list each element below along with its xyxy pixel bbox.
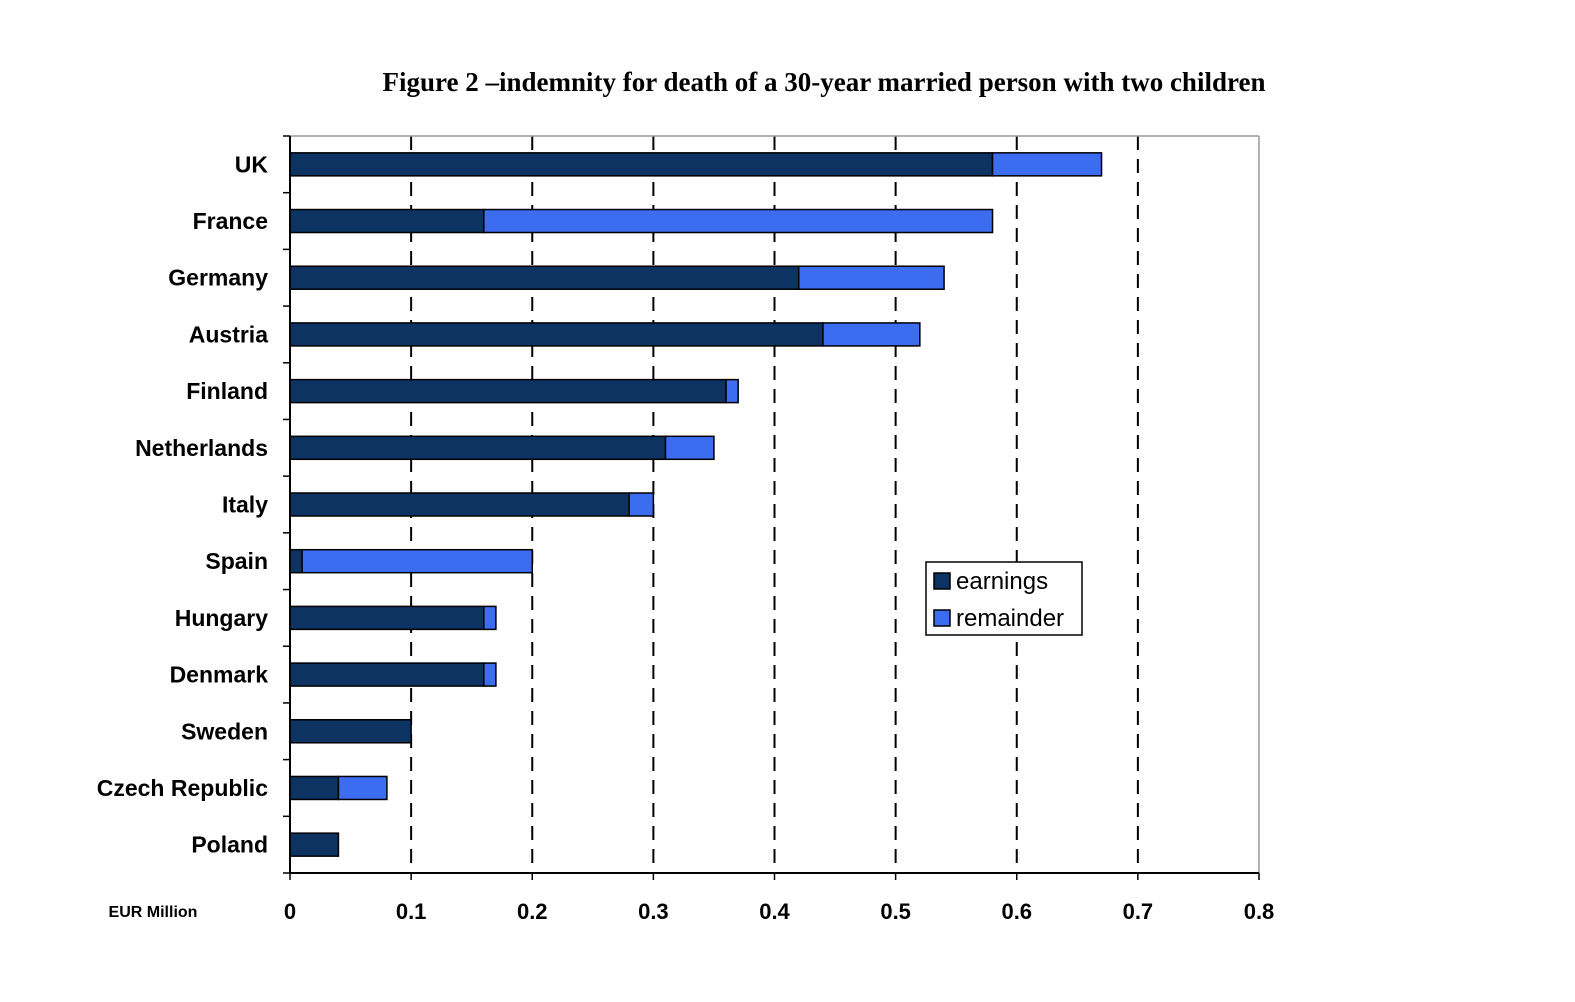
category-labels: UK France Germany Austria Finland Netherlands… (97, 151, 269, 857)
legend-label: earnings (956, 568, 1048, 595)
category-label: Germany (168, 265, 268, 291)
category-label: Sweden (181, 718, 268, 744)
category-label: Austria (189, 321, 268, 347)
category-label: Poland (191, 832, 268, 858)
bar-remainder (483, 662, 497, 687)
category-label: France (193, 208, 268, 234)
x-tick-labels: 0 0.1 0.2 0.3 0.4 0.5 0.6 0.7 0.8 (284, 899, 1274, 924)
category-label: Hungary (175, 605, 269, 631)
bar-remainder (483, 208, 994, 234)
legend-swatch (933, 572, 951, 590)
x-tick-label: 0.1 (396, 899, 427, 924)
bar-earnings (289, 775, 340, 801)
bar-remainder (337, 775, 388, 801)
bar-earnings (289, 719, 412, 744)
legend-box (925, 561, 1083, 636)
bar-earnings (289, 322, 824, 347)
legend-label: remainder (956, 605, 1064, 632)
x-tick-label: 0.6 (1001, 899, 1032, 924)
axes (283, 135, 1260, 880)
legend: earnings remainder (925, 561, 1083, 636)
bar-earnings (289, 605, 485, 631)
category-label: Spain (205, 548, 268, 574)
chart-title: Figure 2 –indemnity for death of a 30-ye… (383, 67, 1266, 97)
x-tick-label: 0.7 (1123, 899, 1154, 924)
category-label: Italy (222, 492, 268, 518)
bar-earnings (289, 152, 994, 177)
bar-earnings (289, 548, 303, 574)
category-label: Netherlands (135, 435, 268, 461)
bar-earnings (289, 208, 485, 234)
bar-earnings (289, 662, 485, 687)
x-tick-label: 0.2 (517, 899, 548, 924)
bar-earnings (289, 832, 340, 857)
legend-swatch (933, 609, 951, 627)
category-label: Denmark (170, 662, 269, 688)
x-tick-label: 0.3 (638, 899, 669, 924)
category-label: Czech Republic (97, 775, 268, 801)
bar-remainder (483, 605, 497, 631)
bar-remainder (725, 378, 739, 404)
bar-earnings (289, 492, 630, 517)
x-tick-label: 0 (284, 899, 296, 924)
x-tick-label: 0.8 (1244, 899, 1275, 924)
bar-remainder (797, 265, 945, 290)
bar-remainder (991, 152, 1103, 177)
bars (289, 152, 1103, 857)
bar-remainder (628, 492, 655, 517)
bar-remainder (664, 435, 715, 461)
bar-remainder (822, 322, 921, 347)
bar-remainder (301, 548, 533, 574)
category-label: Finland (186, 378, 268, 404)
x-axis-unit-label: EUR Million (109, 904, 198, 921)
bar-earnings (289, 435, 667, 461)
x-tick-label: 0.5 (880, 899, 911, 924)
category-label: UK (235, 151, 269, 177)
bar-earnings (289, 265, 800, 290)
x-tick-label: 0.4 (759, 899, 790, 924)
bar-earnings (289, 378, 727, 404)
